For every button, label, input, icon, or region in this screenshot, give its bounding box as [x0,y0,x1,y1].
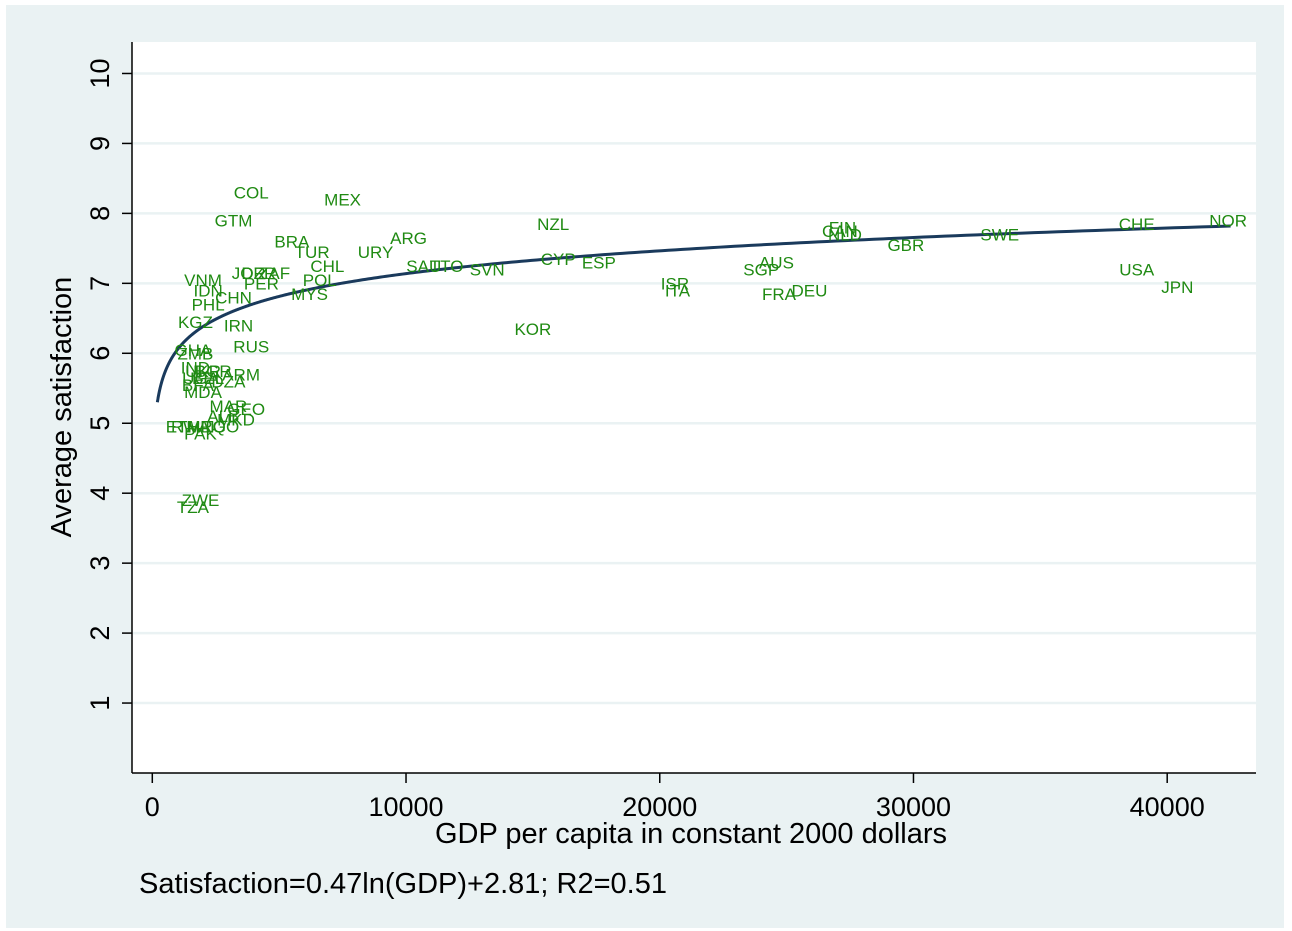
y-tick-label: 10 [85,58,115,88]
point-label-nor: NOR [1209,211,1247,230]
point-label-cyp: CYP [541,250,576,269]
chart-figure: 1 2 3 4 5 6 7 8 9 10 0 10000 20000 30000 40000 NOR CHE U… [6,5,1284,928]
x-tick-label: 0 [145,792,160,822]
point-label-svn: SVN [470,260,505,279]
point-label-mda: MDA [184,383,222,402]
point-label-usa: USA [1119,260,1155,279]
plot-area [132,42,1256,773]
point-label-nld: NLD [828,225,862,244]
axes: 1 2 3 4 5 6 7 8 9 10 0 10000 20000 30000 40000 [85,42,1256,822]
fit-curve [155,224,1231,403]
y-tick-label: 9 [85,136,115,151]
x-tick-label: 40000 [1130,792,1205,822]
point-label-chn: CHN [215,288,252,307]
point-label-ukr: UKR [185,362,221,381]
point-label-tza: TZA [177,498,210,517]
point-label-jpn: JPN [1161,278,1193,297]
point-label-che: CHE [1119,215,1155,234]
y-tick-label: 6 [85,346,115,361]
y-tick-label: 3 [85,556,115,571]
y-tick-label: 8 [85,206,115,221]
point-label-rus: RUS [233,337,269,356]
point-label-bra: BRA [274,232,310,251]
point-label-fin: FIN [829,218,856,237]
point-label-col: COL [234,183,269,202]
point-label-chl: CHL [310,257,344,276]
point-label-aus: AUS [759,253,794,272]
point-label-ury: URY [358,243,394,262]
point-label-isr: ISR [661,274,689,293]
x-tick-label: 10000 [368,792,443,822]
point-label-gha: GHA [174,341,212,360]
point-label-ita: ITA [665,281,691,300]
point-label-rwa: RWA [171,418,210,437]
point-label-gbr: GBR [887,236,924,255]
point-label-irn: IRN [224,316,253,335]
point-label-vnm: VNM [184,271,222,290]
point-label-eth: ETH [166,418,200,437]
point-label-arm: ARM [222,365,260,384]
regression-note: Satisfaction=0.47ln(GDP)+2.81; R2=0.51 [139,868,667,900]
point-label-mkd: MKD [217,411,255,430]
point-label-bel: BEL [192,369,224,388]
point-label-mli: MLI [186,418,214,437]
point-label-mys: MYS [291,285,328,304]
point-label-swe: SWE [980,225,1019,244]
point-label-zmb: ZMB [177,344,213,363]
point-label-idn: IDN [193,281,222,300]
y-tick-label: 7 [85,276,115,291]
point-label-tto: TTO [430,257,464,276]
point-label-zwe: ZWE [182,491,220,510]
point-label-bfa: BFA [182,376,215,395]
point-label-gtm: GTM [215,211,253,230]
point-label-esp: ESP [582,253,616,272]
x-tick-label: 30000 [876,792,951,822]
point-label-tur: TUR [295,243,330,262]
point-label-fra: FRA [762,285,797,304]
point-label-jor: JOR [232,264,266,283]
grid-lines [133,72,1256,705]
point-label-zaf: ZAF [258,264,290,283]
point-label-irq: IRQ [196,418,226,437]
x-tick-label: 20000 [622,792,697,822]
point-label-tgo: TGO [202,418,239,437]
point-label-nzl: NZL [537,215,569,234]
point-label-mex: MEX [324,190,361,209]
point-label-uga: UGA [182,369,220,388]
point-label-kgz: KGZ [178,313,213,332]
point-label-can: CAN [822,222,858,241]
y-tick-label: 2 [85,626,115,641]
point-label-pak: PAK [184,425,217,444]
scatter-chart: 1 2 3 4 5 6 7 8 9 10 0 10000 20000 30000 40000 NOR CHE U… [46,42,1256,850]
point-label-kor: KOR [514,320,551,339]
point-label-dza: DZA [211,372,246,391]
fit-line [155,224,1231,403]
y-axis-label: Average satisfaction [46,277,78,538]
point-label-bgr: BGR [195,362,232,381]
point-label-dzr: DZR [241,264,276,283]
point-label-phl: PHL [192,295,225,314]
y-tick-label: 4 [85,486,115,501]
point-label-deu: DEU [791,281,827,300]
point-label-pol: POL [303,271,337,290]
point-label-alb: ALB [207,407,239,426]
point-label-mar: MAR [210,397,248,416]
point-label-sau: SAU [406,257,441,276]
y-tick-label: 5 [85,416,115,431]
point-label-sgp: SGP [743,260,779,279]
y-tick-label: 1 [85,696,115,711]
point-label-arg: ARG [390,229,427,248]
point-label-geo: GEO [227,400,265,419]
point-label-per: PER [244,274,279,293]
point-label-ind: IND [181,358,210,377]
x-axis-label: GDP per capita in constant 2000 dollars [435,818,947,850]
